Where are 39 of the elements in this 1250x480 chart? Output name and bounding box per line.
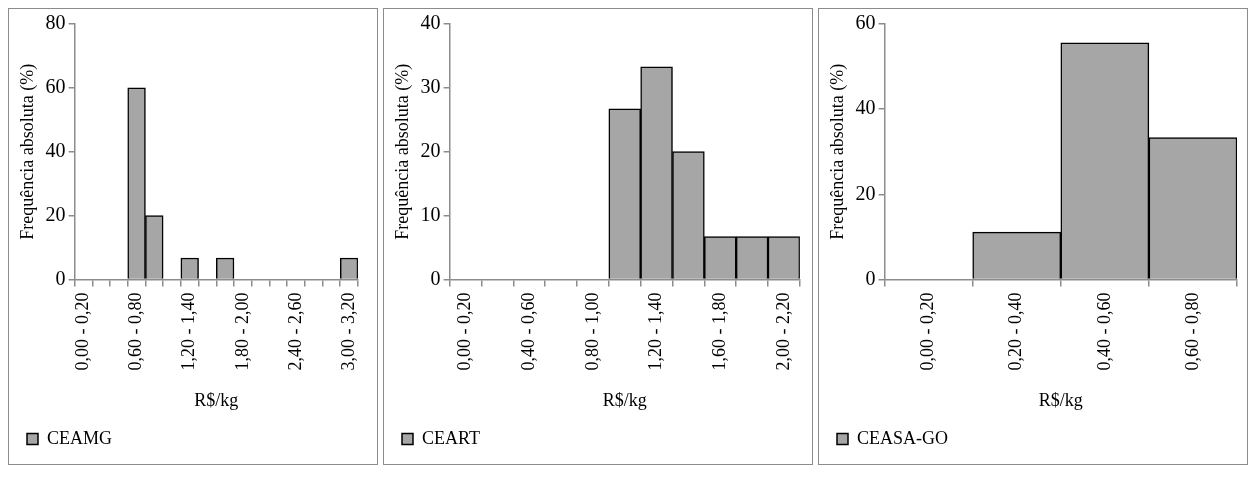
y-tick-label: 40 bbox=[45, 138, 66, 161]
x-tick-label: 0,80 - 1,00 bbox=[581, 292, 602, 371]
x-axis-title: R$/kg bbox=[602, 389, 647, 410]
x-tick-label: 0,00 - 0,20 bbox=[454, 292, 475, 371]
y-tick-label: 80 bbox=[45, 11, 66, 34]
y-tick-label: 20 bbox=[855, 181, 876, 204]
legend-label: CEASA-GO bbox=[857, 427, 949, 448]
y-tick-label: 20 bbox=[420, 138, 441, 161]
x-tick-label: 2,40 - 2,60 bbox=[284, 292, 305, 371]
x-tick-label: 0,60 - 0,80 bbox=[125, 292, 146, 371]
y-axis-title: Frequência absoluta (%) bbox=[16, 63, 38, 240]
y-tick-label: 0 bbox=[430, 266, 441, 289]
x-tick-label: 1,20 - 1,40 bbox=[645, 292, 666, 371]
y-tick-label: 10 bbox=[420, 202, 441, 225]
x-tick-label: 1,60 - 1,80 bbox=[708, 292, 729, 371]
x-tick-label: 2,00 - 2,20 bbox=[772, 292, 793, 371]
x-tick-label: 0,00 - 0,20 bbox=[72, 292, 93, 371]
legend-label: CEART bbox=[422, 427, 480, 448]
x-axis-title: R$/kg bbox=[1038, 389, 1083, 410]
y-tick-label: 0 bbox=[55, 266, 66, 289]
x-tick-label: 1,80 - 2,00 bbox=[231, 292, 252, 371]
y-tick-label: 60 bbox=[45, 75, 66, 98]
x-tick-label: 0,20 - 0,40 bbox=[1005, 292, 1026, 371]
x-tick-label: 0,00 - 0,20 bbox=[917, 292, 938, 371]
legend-label: CEAMG bbox=[47, 427, 113, 448]
y-tick-label: 60 bbox=[855, 11, 876, 34]
y-axis-title: Frequência absoluta (%) bbox=[391, 63, 413, 240]
y-tick-label: 40 bbox=[420, 11, 441, 34]
y-axis-title: Frequência absoluta (%) bbox=[826, 63, 848, 240]
x-tick-label: 0,60 - 0,80 bbox=[1181, 292, 1202, 371]
y-tick-label: 30 bbox=[420, 75, 441, 98]
x-axis-title: R$/kg bbox=[194, 389, 239, 410]
y-tick-label: 0 bbox=[865, 266, 876, 289]
x-tick-label: 1,20 - 1,40 bbox=[178, 292, 199, 371]
y-tick-label: 40 bbox=[855, 96, 876, 119]
x-tick-label: 0,40 - 0,60 bbox=[1093, 292, 1114, 371]
y-tick-label: 20 bbox=[45, 202, 66, 225]
x-tick-label: 3,00 - 3,20 bbox=[337, 292, 358, 371]
x-tick-label: 0,40 - 0,60 bbox=[517, 292, 538, 371]
